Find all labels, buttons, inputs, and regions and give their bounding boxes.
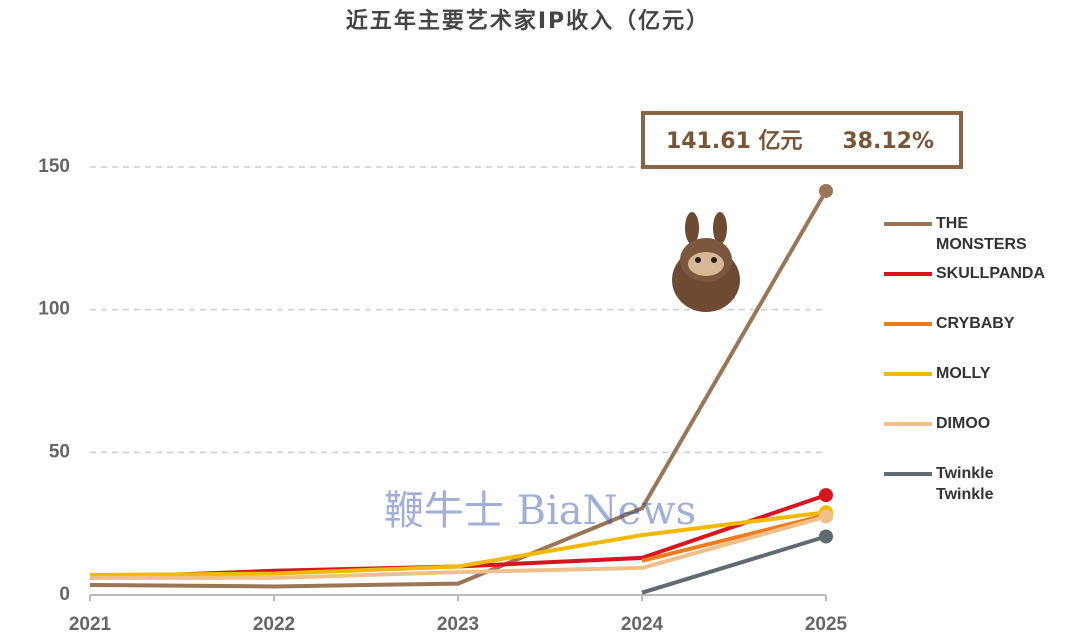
watermark: 鞭牛士 BiaNews: [384, 488, 696, 534]
legend-swatch: [884, 322, 932, 326]
plot: 0 50 100 150 2021 2022 2023 2024 2025: [38, 156, 847, 635]
end-point: [819, 488, 833, 503]
legend-label: MOLLY: [936, 365, 991, 382]
annotation-share: 38.12%: [842, 129, 934, 154]
legend-label: Twinkle Twinkle: [936, 465, 994, 503]
legend-swatch: [884, 222, 932, 226]
series-line: [641, 534, 827, 595]
y-tick-label: 150: [38, 156, 70, 177]
legend-label: SKULLPANDA: [936, 265, 1046, 282]
end-point: [819, 529, 833, 544]
annotation-amount: 141.61 亿元: [666, 129, 803, 154]
x-tick-label: 2023: [437, 614, 479, 635]
chart-title: 近五年主要艺术家IP收入（亿元）: [346, 8, 710, 34]
series-line: [641, 513, 827, 563]
x-tick-label: 2025: [805, 614, 848, 635]
mascot: [672, 212, 740, 312]
legend-swatch: [884, 272, 932, 276]
series-line: [90, 514, 827, 580]
end-point: [819, 509, 833, 524]
x-tick-label: 2022: [253, 614, 295, 635]
annotation-box: [641, 111, 963, 169]
y-tick-label: 50: [49, 441, 70, 462]
end-point: [819, 183, 833, 198]
legend-label: THE MONSTERS: [936, 215, 1027, 253]
legend-label: CRYBABY: [936, 315, 1015, 332]
series-line: [89, 189, 828, 589]
y-tick-label: 100: [38, 299, 70, 320]
legend-swatch: [884, 372, 932, 376]
x-tick-label: 2024: [621, 614, 664, 635]
legend-swatch: [884, 472, 932, 476]
y-tick-label: 0: [59, 584, 70, 605]
series-line: [89, 510, 827, 578]
legend-swatch: [884, 422, 932, 426]
x-tick-label: 2021: [69, 614, 112, 635]
legend-label: DIMOO: [936, 415, 991, 432]
